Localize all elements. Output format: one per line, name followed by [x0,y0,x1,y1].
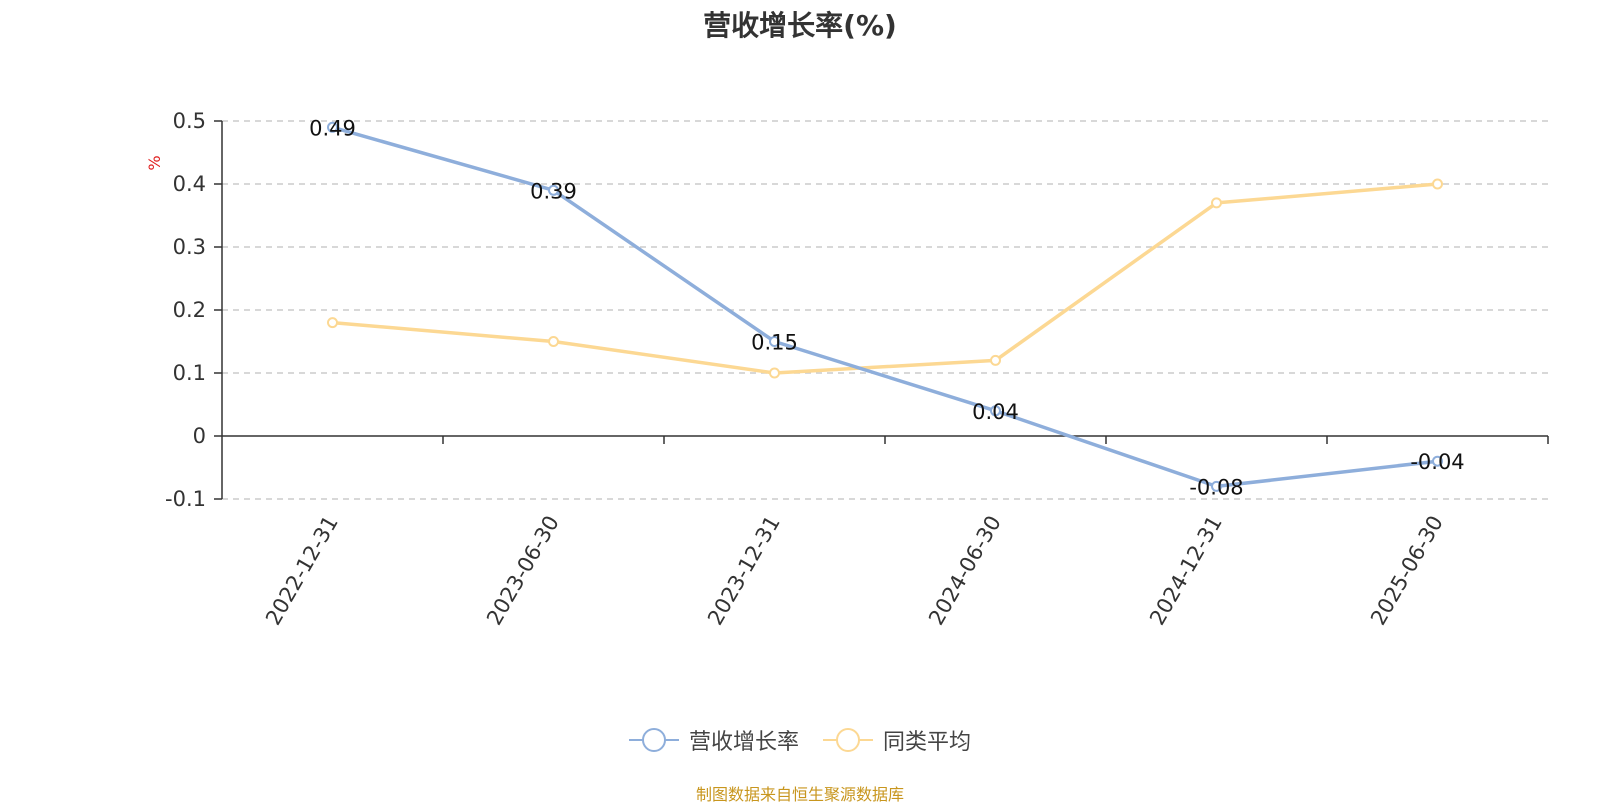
source-note: 制图数据来自恒生聚源数据库 [695,785,904,804]
series-2-point-0 [327,317,338,329]
legend-item-series-1[interactable]: 营收增长率 [628,724,799,756]
series-2-point-1 [548,336,559,347]
x-tick-label-3: 2024-06-30 [924,512,1006,630]
series-1-point-1 [548,184,559,196]
data-label-4: -0.08 [1189,475,1243,499]
y-axis-label: % [145,155,164,170]
y-tick-label-0: -0.1 [165,487,206,511]
y-tick-label-5: 0.4 [173,172,206,196]
series-line-1 [332,125,1438,489]
legend-swatch-series-2 [823,728,873,752]
legend: 营收增长率 同类平均 [0,720,1600,760]
series-1-point-5 [1432,455,1443,467]
series-2-point-2 [769,367,780,379]
series-2-point-5 [1432,178,1443,190]
series [327,121,1443,492]
series-2-point-4 [1211,197,1222,209]
y-tick-label-6: 0.5 [173,109,206,133]
x-tick-label-2: 2023-12-31 [703,512,785,630]
y-tick-label-2: 0.1 [173,361,206,385]
y-tick-label-1: 0 [193,424,206,448]
legend-label-series-2: 同类平均 [883,730,972,755]
chart-title: 营收增长率(%) [703,9,897,42]
grid-lines [222,120,1548,500]
x-tick-label-1: 2023-06-30 [482,512,564,630]
data-label-1: 0.39 [530,179,577,203]
series-1-point-2 [769,336,780,347]
series-1-point-0 [327,121,338,133]
data-label-0: 0.49 [309,116,356,140]
series-1-point-3 [990,405,1001,417]
series-1-point-4 [1211,480,1222,492]
legend-item-series-2[interactable]: 同类平均 [823,724,971,756]
x-tick-label-4: 2024-12-31 [1145,512,1227,630]
y-tick-label-4: 0.3 [173,235,206,259]
x-tick-label-5: 2025-06-30 [1366,512,1448,630]
data-labels: 0.49 0.39 0.15 0.04 -0.08 -0.04 [309,116,1465,499]
data-label-5: -0.04 [1410,450,1464,474]
legend-label-series-1: 营收增长率 [688,730,799,755]
y-tick-label-3: 0.2 [173,298,206,322]
x-tick-label-0: 2022-12-31 [261,512,343,630]
series-line-2 [332,182,1438,375]
series-2-point-3 [990,354,1001,366]
data-label-2: 0.15 [751,331,798,355]
data-label-3: 0.04 [972,400,1019,424]
legend-swatch-series-1 [628,728,679,752]
